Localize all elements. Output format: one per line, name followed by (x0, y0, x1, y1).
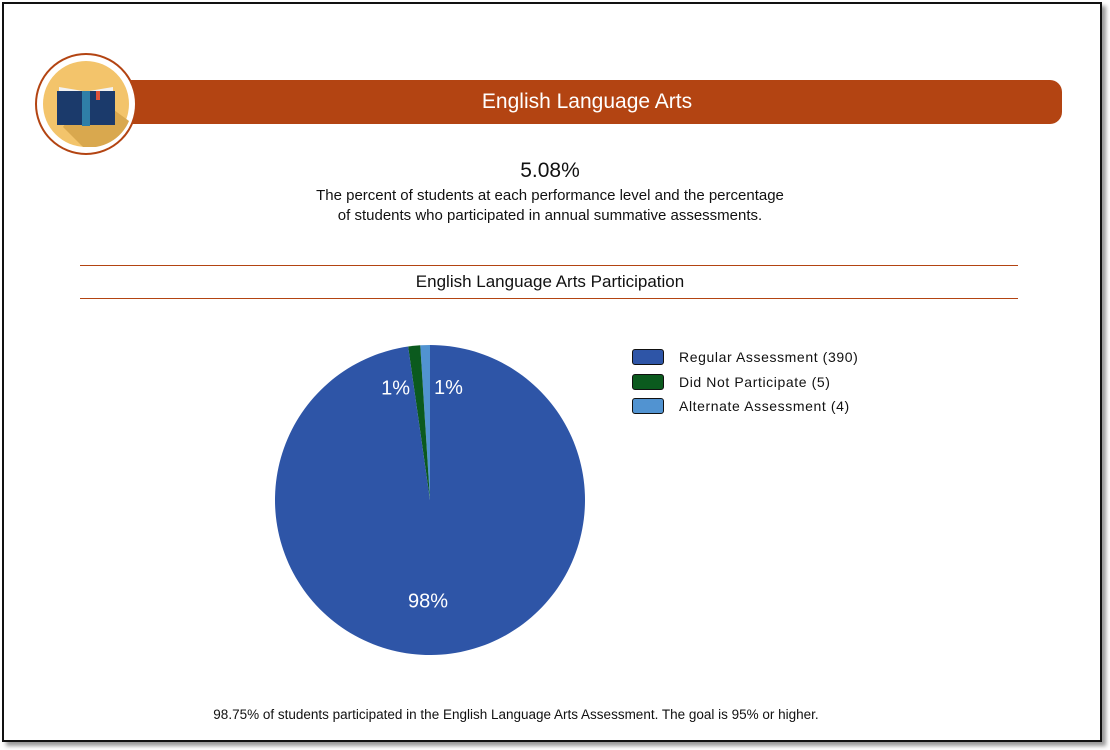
header-banner: English Language Arts (112, 80, 1062, 124)
summary-line-2: of students who participated in annual s… (337, 207, 763, 224)
summary-description: The percent of students at each performa… (4, 186, 1096, 226)
divider (80, 298, 1018, 299)
slice-label: 98% (408, 591, 448, 613)
page-title: English Language Arts (481, 90, 693, 113)
legend-swatch (632, 373, 664, 390)
section-title: English Language Arts Participation (415, 272, 685, 291)
legend-swatch (632, 349, 664, 366)
chart-legend: Regular Assessment (390) Did Not Particip… (632, 345, 858, 419)
pie-slice (408, 345, 430, 500)
summary-line-1: The percent of students at each performa… (316, 187, 784, 204)
report-frame: English Language Arts 5.08% The percent … (2, 2, 1102, 742)
pie-slice (274, 345, 585, 655)
open-book-icon (35, 53, 137, 155)
legend-label: Alternate Assessment (4) (679, 398, 850, 415)
summary-percentage: 5.08% (520, 159, 580, 182)
participation-footnote: 98.75% of students participated in the E… (213, 707, 819, 722)
slice-label: 1% (434, 377, 463, 399)
slice-label: 1% (381, 377, 410, 399)
legend-label: Regular Assessment (390) (679, 349, 859, 366)
pie-chart: 1% 1% 98% (274, 345, 585, 655)
legend-item: Alternate Assessment (4) (632, 394, 858, 419)
legend-swatch (632, 398, 664, 415)
pie-slice (420, 345, 430, 500)
divider (80, 265, 1018, 266)
legend-label: Did Not Participate (5) (679, 373, 831, 390)
legend-item: Did Not Participate (5) (632, 370, 858, 395)
legend-item: Regular Assessment (390) (632, 345, 858, 370)
